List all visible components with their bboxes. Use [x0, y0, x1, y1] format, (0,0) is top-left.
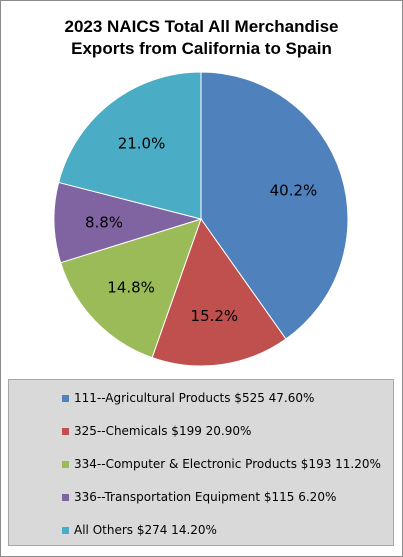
chart-title-line-1: 2023 NAICS Total All Merchandise	[64, 17, 339, 36]
legend-item-transportation: 336--Transportation Equipment $115 6.20%	[62, 489, 336, 505]
legend-item-chemicals: 325--Chemicals $199 20.90%	[62, 423, 251, 439]
legend-swatch-transportation	[62, 493, 69, 501]
pie-label-all-others: 21.0%	[118, 134, 166, 152]
pie-slice-transportation	[53, 181, 203, 264]
chart-title: 2023 NAICS Total All Merchandise Exports…	[0, 16, 403, 60]
pie-label-chemicals: 15.2%	[191, 307, 239, 325]
pie-label-agricultural: 40.2%	[270, 182, 318, 200]
legend-swatch-computer-electronic	[62, 460, 69, 468]
legend-label-chemicals: 325--Chemicals $199 20.90%	[74, 424, 252, 438]
legend-label-computer-electronic: 334--Computer & Electronic Products $193…	[74, 457, 381, 471]
legend-item-all-others: All Others $274 14.20%	[62, 522, 217, 538]
chart-legend: 111--Agricultural Products $525 47.60% 3…	[8, 379, 394, 546]
legend-label-agricultural: 111--Agricultural Products $525 47.60%	[74, 391, 315, 405]
legend-item-agricultural: 111--Agricultural Products $525 47.60%	[62, 390, 314, 406]
pie-slice-computer-electronic	[60, 218, 202, 359]
legend-swatch-all-others	[62, 526, 69, 534]
pie-chart: 40.2% 15.2% 14.8% 8.8% 21.0%	[53, 71, 349, 367]
legend-swatch-chemicals	[62, 427, 69, 435]
pie-slice-agricultural	[200, 71, 349, 340]
chart-title-line-2: Exports from California to Spain	[71, 39, 332, 58]
legend-item-computer-electronic: 334--Computer & Electronic Products $193…	[62, 456, 381, 472]
legend-swatch-agricultural	[62, 394, 69, 402]
legend-label-transportation: 336--Transportation Equipment $115 6.20%	[74, 490, 337, 504]
pie-slice-all-others	[58, 71, 202, 220]
legend-label-all-others: All Others $274 14.20%	[74, 523, 217, 537]
pie-label-computer-electronic: 14.8%	[107, 278, 155, 296]
pie-slice-chemicals	[151, 217, 287, 367]
pie-label-transportation: 8.8%	[85, 213, 123, 231]
